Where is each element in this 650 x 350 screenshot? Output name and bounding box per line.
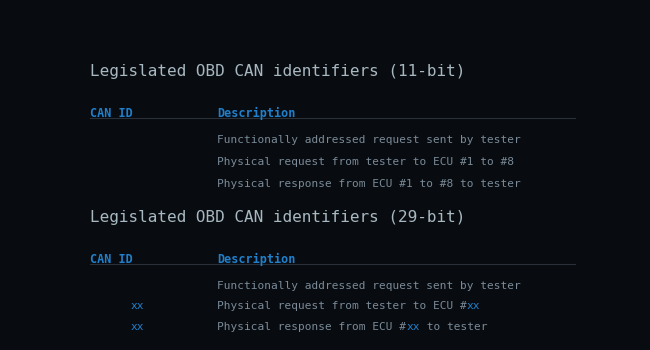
Text: xx: xx — [131, 322, 144, 332]
Text: xx: xx — [131, 301, 144, 311]
Text: xx: xx — [467, 301, 480, 311]
Text: Functionally addressed request sent by tester: Functionally addressed request sent by t… — [217, 281, 521, 291]
Text: Physical response from ECU #: Physical response from ECU # — [217, 322, 406, 332]
Text: Legislated OBD CAN identifiers (11-bit): Legislated OBD CAN identifiers (11-bit) — [90, 64, 465, 78]
Text: Physical response from ECU #1 to #8 to tester: Physical response from ECU #1 to #8 to t… — [217, 180, 521, 189]
Text: Physical request from tester to ECU #: Physical request from tester to ECU # — [217, 301, 467, 311]
Text: Description: Description — [217, 107, 296, 120]
Text: Physical request from tester to ECU #1 to #8: Physical request from tester to ECU #1 t… — [217, 158, 514, 167]
Text: CAN ID: CAN ID — [90, 253, 133, 266]
Text: CAN ID: CAN ID — [90, 107, 133, 120]
Text: Legislated OBD CAN identifiers (29-bit): Legislated OBD CAN identifiers (29-bit) — [90, 210, 465, 225]
Text: Functionally addressed request sent by tester: Functionally addressed request sent by t… — [217, 135, 521, 145]
Text: to tester: to tester — [420, 322, 488, 332]
Text: Description: Description — [217, 253, 296, 266]
Text: xx: xx — [406, 322, 420, 332]
